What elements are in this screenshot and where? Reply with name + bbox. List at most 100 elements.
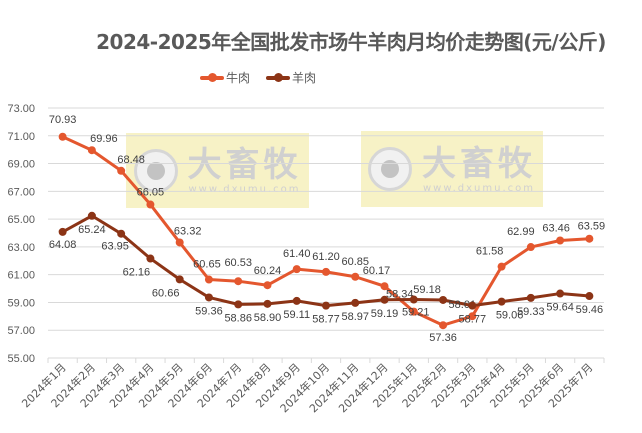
data-label: 68.48 — [117, 154, 145, 166]
beef-data-point[interactable] — [556, 236, 565, 245]
watermark-logo-icon — [133, 148, 178, 193]
lamb-data-point[interactable] — [117, 229, 126, 238]
y-tick-label: 63.00 — [7, 242, 35, 254]
lamb-data-point[interactable] — [146, 254, 155, 263]
data-label: 63.46 — [542, 223, 570, 235]
y-tick-label: 65.00 — [7, 214, 35, 226]
beef-data-point[interactable] — [380, 282, 389, 291]
lamb-data-point[interactable] — [556, 289, 565, 298]
legend: 牛肉 羊肉 — [200, 69, 316, 86]
data-label: 58.77 — [459, 314, 487, 326]
data-label: 58.90 — [254, 312, 282, 324]
lamb-data-point[interactable] — [351, 298, 360, 307]
data-label: 58.77 — [312, 314, 340, 326]
data-label: 58.34 — [386, 289, 414, 301]
data-label: 63.95 — [101, 241, 129, 253]
beef-data-point[interactable] — [292, 265, 301, 274]
data-label: 60.24 — [254, 265, 282, 277]
beef-data-point[interactable] — [322, 267, 330, 276]
lamb-data-point[interactable] — [409, 295, 418, 304]
data-label: 59.21 — [402, 307, 430, 319]
lamb-data-point[interactable] — [468, 301, 477, 310]
data-label: 59.64 — [546, 302, 574, 314]
data-label: 61.20 — [312, 251, 340, 263]
beef-data-point[interactable] — [351, 272, 360, 281]
beef-data-point[interactable] — [146, 200, 155, 209]
lamb-data-point[interactable] — [439, 295, 448, 304]
data-label: 65.24 — [78, 224, 106, 236]
beef-data-point[interactable] — [117, 166, 126, 175]
lamb-data-point[interactable] — [204, 293, 213, 302]
data-label: 64.08 — [49, 239, 77, 251]
lamb-data-point[interactable] — [87, 211, 96, 220]
data-label: 58.01 — [449, 299, 477, 311]
data-label: 61.58 — [476, 246, 504, 258]
data-label: 69.96 — [90, 133, 118, 145]
data-label: 61.40 — [283, 248, 311, 260]
legend-item-lamb[interactable]: 羊肉 — [266, 69, 316, 86]
lamb-data-point[interactable] — [380, 295, 389, 304]
data-label: 58.97 — [341, 311, 369, 323]
y-tick-label: 61.00 — [7, 270, 35, 282]
y-tick-label: 55.00 — [7, 353, 35, 365]
y-tick-label: 59.00 — [7, 297, 35, 309]
data-label: 58.86 — [224, 312, 252, 324]
data-label: 60.53 — [224, 257, 252, 269]
data-label: 70.93 — [49, 114, 77, 126]
lamb-data-point[interactable] — [322, 301, 330, 310]
y-tick-label: 73.00 — [7, 103, 35, 115]
beef-line-marker-icon — [200, 72, 224, 82]
chart-title: 2024-2025年全国批发市场牛羊肉月均价走势图(元/公斤) — [96, 30, 606, 54]
data-label: 62.99 — [507, 226, 535, 238]
y-tick-label: 69.00 — [7, 159, 35, 171]
data-label: 57.36 — [429, 332, 457, 344]
beef-data-point[interactable] — [175, 238, 184, 247]
watermark-logo-icon — [368, 147, 412, 191]
data-label: 59.06 — [496, 310, 524, 322]
legend-item-beef[interactable]: 牛肉 — [200, 69, 250, 86]
y-tick-label: 67.00 — [7, 186, 35, 198]
beef-data-point[interactable] — [585, 234, 594, 243]
beef-data-point[interactable] — [263, 281, 272, 290]
beef-data-point[interactable] — [204, 275, 213, 284]
legend-label-lamb: 羊肉 — [292, 71, 317, 85]
data-label: 59.46 — [576, 304, 604, 316]
beef-data-point[interactable] — [439, 321, 448, 330]
data-label: 59.11 — [283, 309, 310, 321]
data-label: 59.18 — [413, 284, 441, 296]
data-label: 59.33 — [517, 306, 545, 318]
lamb-line-marker-icon — [266, 72, 291, 82]
data-label: 63.32 — [174, 225, 202, 237]
data-label: 60.65 — [193, 259, 221, 271]
watermark-url: www.dxumu.com — [422, 182, 535, 194]
watermark-left: 大畜牧 www.dxumu.com — [126, 133, 309, 208]
data-label: 60.17 — [363, 265, 391, 277]
beef-data-point[interactable] — [409, 307, 418, 316]
lamb-data-point[interactable] — [526, 293, 535, 302]
lamb-data-point[interactable] — [263, 299, 272, 308]
y-tick-label: 71.00 — [7, 131, 35, 143]
beef-data-point[interactable] — [58, 132, 67, 141]
lamb-data-point[interactable] — [497, 297, 506, 306]
watermark-brand: 大畜牧 — [187, 145, 302, 185]
data-label: 59.19 — [371, 308, 399, 320]
data-label: 60.66 — [152, 287, 180, 299]
lamb-data-point[interactable] — [234, 300, 243, 309]
beef-data-point[interactable] — [526, 243, 535, 252]
lamb-data-point[interactable] — [175, 275, 184, 284]
beef-data-point[interactable] — [497, 262, 506, 271]
beef-data-point[interactable] — [87, 146, 96, 155]
watermark-url: www.dxumu.com — [188, 184, 301, 195]
data-label: 62.16 — [123, 267, 151, 279]
lamb-data-point[interactable] — [585, 292, 594, 301]
lamb-data-point[interactable] — [58, 227, 67, 236]
beef-data-point[interactable] — [468, 312, 477, 321]
beef-data-point[interactable] — [234, 277, 243, 286]
data-label: 66.05 — [137, 187, 165, 199]
y-tick-label: 57.00 — [7, 325, 35, 337]
data-label: 63.59 — [578, 221, 606, 233]
lamb-data-point[interactable] — [292, 296, 301, 305]
data-label: 59.36 — [195, 305, 223, 317]
data-label: 60.85 — [341, 256, 369, 268]
